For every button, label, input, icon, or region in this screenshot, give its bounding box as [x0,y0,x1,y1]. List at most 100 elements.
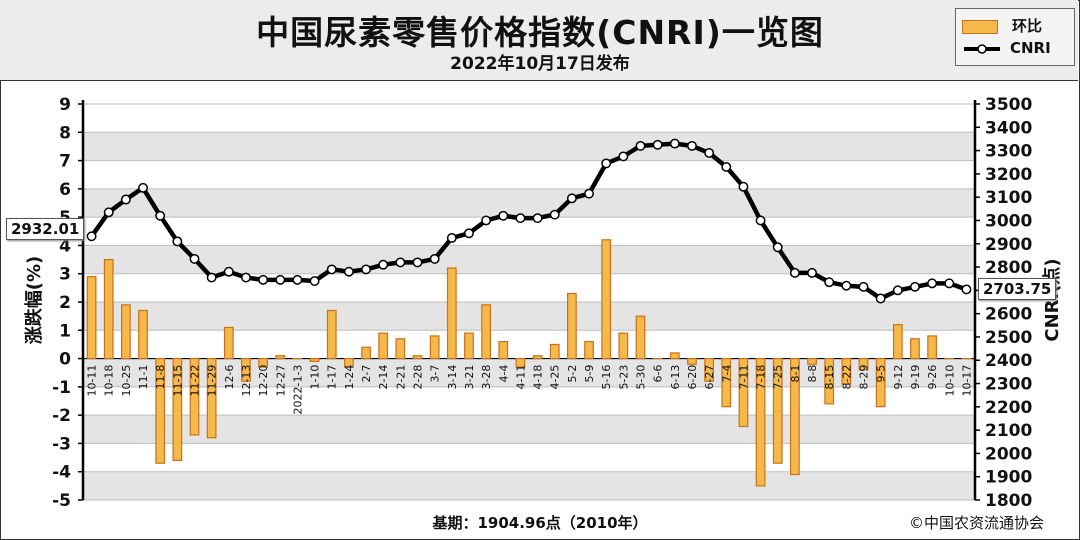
x-tick-label: 7-11 [737,365,750,390]
left-tick-label: 4 [59,236,71,256]
cnri-point [549,209,560,220]
cnri-point [687,140,697,151]
x-tick-label: 12-6 [223,365,236,390]
cnri-point [927,278,938,289]
bar-mark [138,309,148,360]
bar-mark [120,304,131,360]
x-tick-label: 8-29 [858,365,871,390]
cnri-point [704,147,715,158]
x-tick-label: 4-25 [549,365,562,390]
grid-band [83,132,975,161]
grid-band [83,188,975,218]
cnri-point [858,281,869,292]
cnri-point [103,207,114,218]
chart-title: 中国尿素零售价格指数(CNRI)一览图 [256,13,824,52]
right-tick-label: 3400 [985,118,1032,138]
x-tick-label: 8-22 [840,365,853,390]
bar-mark [892,324,903,360]
bar-mark [206,357,217,439]
cnri-point [464,228,474,239]
bar-mark [103,258,114,360]
cnri-point [618,151,629,162]
x-tick-label: 11-22 [189,365,202,397]
x-tick-label: 12-13 [240,365,253,397]
cnri-point [635,140,646,151]
x-tick-label: 5-9 [583,365,596,383]
x-tick-label: 11-15 [171,365,184,397]
x-tick-label: 4-18 [532,365,545,390]
cnri-point [326,264,337,275]
cnri-point [258,274,269,285]
cnri-point [223,266,234,277]
cnri-point [343,266,354,277]
left-tick-label: -4 [52,463,71,483]
bar-mark [481,304,492,360]
right-tick-label: 3000 [985,211,1032,231]
x-tick-label: 11-1 [137,365,150,390]
x-tick-label: 8-1 [789,365,802,383]
grid-band [83,245,975,274]
right-tick-label: 1800 [985,491,1032,511]
bar-mark [687,357,697,365]
bar-mark [361,346,371,360]
cnri-point [395,257,406,268]
right-tick-label: 2000 [985,444,1032,464]
x-tick-label: 8-15 [823,365,836,390]
cnri-point [412,257,423,268]
bar-mark [807,357,817,365]
cnri-point [944,278,955,289]
x-tick-label: 3-7 [429,365,442,383]
x-tick-label: 11-8 [154,365,167,390]
cnri-point [961,284,972,295]
x-tick-label: 5-2 [566,365,579,383]
legend-line-swatch [964,43,1000,54]
left-tick-label: -2 [52,406,71,426]
cnri-point [498,210,509,221]
x-tick-label: 2022-1-3 [291,365,304,415]
legend-bar-swatch [962,19,998,34]
cnri-point [789,267,800,278]
bar-mark [412,355,423,360]
right-tick-label: 2100 [985,421,1032,441]
grid-band [83,302,975,331]
cnri-point [669,138,680,149]
base-period-note: 基期：1904.96点（2010年） [432,514,648,532]
left-tick-label: -3 [52,434,71,454]
bar-mark [446,267,457,360]
cnri-point [378,259,389,270]
cnri-point [515,213,526,224]
cnri-point [446,232,457,243]
bar-mark [464,332,474,360]
x-tick-label: 2-28 [412,365,425,390]
x-tick-label: 7-18 [755,365,768,390]
bar-mark [566,292,577,360]
bar-mark [378,332,389,360]
bar-mark [549,343,560,360]
right-tick-label: 3300 [985,142,1032,162]
x-tick-label: 3-21 [463,365,476,390]
right-tick-label: 2400 [985,351,1032,371]
bar-mark [189,357,200,436]
cnri-point [755,215,766,226]
x-tick-label: 1-17 [326,365,339,390]
right-tick-label: 2500 [985,328,1032,348]
bar-mark [789,357,800,476]
chart-header [0,0,1078,81]
cnri-point [875,293,886,304]
bar-mark [858,357,869,371]
x-tick-label: 2-14 [377,365,390,390]
bar-mark [241,357,251,382]
right-tick-label: 3200 [985,165,1032,185]
x-tick-label: 2-7 [360,365,373,383]
bar-mark [395,338,406,360]
cnri-point [309,276,320,286]
x-tick-label: 9-26 [926,365,939,390]
right-tick-label: 2600 [985,305,1032,325]
left-tick-label: 6 [59,180,71,200]
cnri-point [206,272,217,283]
legend-item-line: CNRI [962,39,1051,59]
bar-mark [910,338,920,360]
cnri-point [429,253,440,264]
right-tick-label: 3100 [985,188,1032,208]
